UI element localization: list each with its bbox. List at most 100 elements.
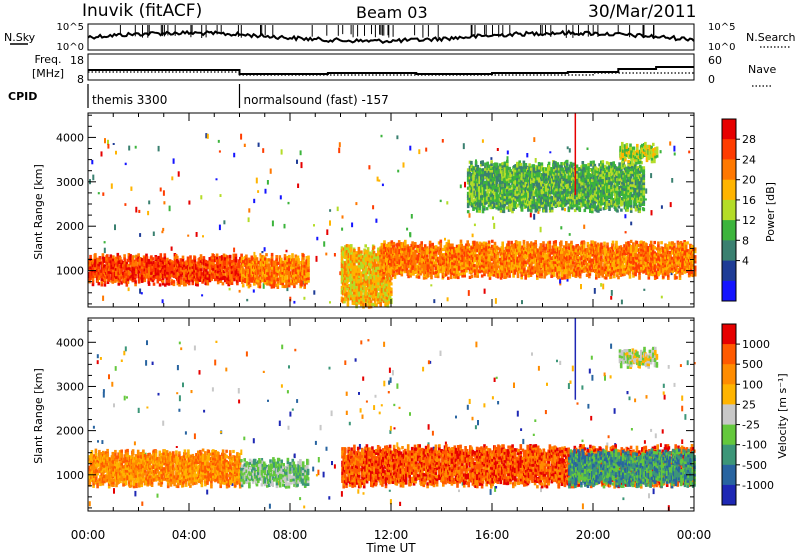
echo-cell xyxy=(393,260,397,264)
echo-cell xyxy=(384,291,387,295)
echo-cell xyxy=(451,248,454,252)
echo-cell xyxy=(457,270,460,274)
echo-cell xyxy=(379,256,382,260)
echo-cell xyxy=(372,251,376,255)
echo-cell xyxy=(617,276,620,280)
echo-cell xyxy=(100,280,104,284)
echo-cell xyxy=(375,295,378,299)
echo-cell xyxy=(280,263,283,267)
echo-cell xyxy=(212,270,215,274)
echo-cell xyxy=(223,262,227,266)
echo-cell xyxy=(503,265,506,269)
echo-cell xyxy=(404,250,407,254)
echo-cell xyxy=(386,283,390,287)
echo-cell xyxy=(109,257,113,261)
echo-cell xyxy=(123,274,127,278)
echo-cell xyxy=(439,199,442,203)
echo-cell xyxy=(341,263,345,267)
echo-cell xyxy=(433,299,436,304)
echo-cell xyxy=(261,262,265,267)
echo-cell xyxy=(203,270,206,274)
echo-cell xyxy=(95,274,99,278)
echo-cell xyxy=(270,260,274,265)
echo-cell xyxy=(91,282,95,287)
echo-cell xyxy=(393,267,397,272)
echo-cell xyxy=(145,269,149,274)
echo-cell xyxy=(506,156,509,161)
echo-cell xyxy=(358,301,361,305)
echo-cell xyxy=(447,250,450,254)
echo-cell xyxy=(426,263,430,267)
echo-cell xyxy=(425,254,429,258)
echo-cell xyxy=(473,240,476,244)
echo-cell xyxy=(203,267,206,271)
echo-cell xyxy=(214,277,218,281)
echo-cell xyxy=(392,241,396,246)
echo-cell xyxy=(120,275,123,280)
echo-cell xyxy=(344,245,347,249)
echo-cell xyxy=(466,240,469,244)
echo-cell xyxy=(125,261,129,265)
echo-cell xyxy=(457,246,461,251)
echo-cell xyxy=(259,253,262,257)
echo-cell xyxy=(241,284,245,288)
echo-cell xyxy=(441,259,445,263)
echo-cell xyxy=(516,274,520,279)
echo-cell xyxy=(457,265,461,269)
echo-cell xyxy=(161,282,165,286)
echo-cell xyxy=(358,264,361,268)
echo-cell xyxy=(586,147,589,150)
echo-cell xyxy=(303,296,306,300)
echo-cell xyxy=(273,260,276,264)
echo-cell xyxy=(313,224,315,227)
echo-cell xyxy=(223,220,226,225)
echo-cell xyxy=(377,276,380,280)
echo-cell xyxy=(189,255,192,259)
echo-cell xyxy=(360,303,363,307)
echo-cell xyxy=(168,261,172,266)
echo-cell xyxy=(379,254,382,258)
echo-cell xyxy=(303,266,306,271)
echo-cell xyxy=(344,295,347,299)
echo-cell xyxy=(168,272,172,276)
echo-cell xyxy=(379,272,382,276)
echo-cell xyxy=(94,253,97,257)
echo-cell xyxy=(98,261,102,265)
echo-cell xyxy=(407,272,410,276)
echo-cell xyxy=(417,267,421,271)
echo-cell xyxy=(441,256,445,260)
nsky-label: N.Sky xyxy=(4,31,36,44)
echo-cell xyxy=(295,257,298,261)
echo-cell xyxy=(491,250,494,254)
echo-cell xyxy=(355,267,359,271)
echo-cell xyxy=(233,269,236,274)
echo-cell xyxy=(131,266,135,270)
nsearch-tick-bottom: 10^0 xyxy=(708,42,735,53)
echo-cell xyxy=(161,265,165,270)
echo-cell xyxy=(266,276,269,281)
echo-cell xyxy=(350,291,353,295)
echo-cell xyxy=(238,289,241,293)
echo-cell xyxy=(447,268,450,272)
echo-cell xyxy=(103,269,107,273)
echo-cell xyxy=(369,299,373,303)
echo-cell xyxy=(347,247,351,251)
echo-cell xyxy=(257,284,260,288)
echo-cell xyxy=(430,273,433,277)
echo-cell xyxy=(261,251,264,254)
echo-cell xyxy=(107,259,111,263)
echo-cell xyxy=(112,143,115,145)
echo-cell xyxy=(261,273,265,277)
echo-cell xyxy=(482,241,486,245)
echo-cell xyxy=(241,260,245,264)
echo-cell xyxy=(488,250,492,254)
echo-cell xyxy=(116,258,120,262)
echo-cell xyxy=(491,252,494,256)
echo-cell xyxy=(473,271,477,275)
echo-cell xyxy=(343,300,346,304)
echo-cell xyxy=(123,271,127,276)
echo-cell xyxy=(248,278,252,282)
echo-cell xyxy=(501,262,504,266)
echo-cell xyxy=(484,270,488,274)
echo-cell xyxy=(501,267,504,271)
